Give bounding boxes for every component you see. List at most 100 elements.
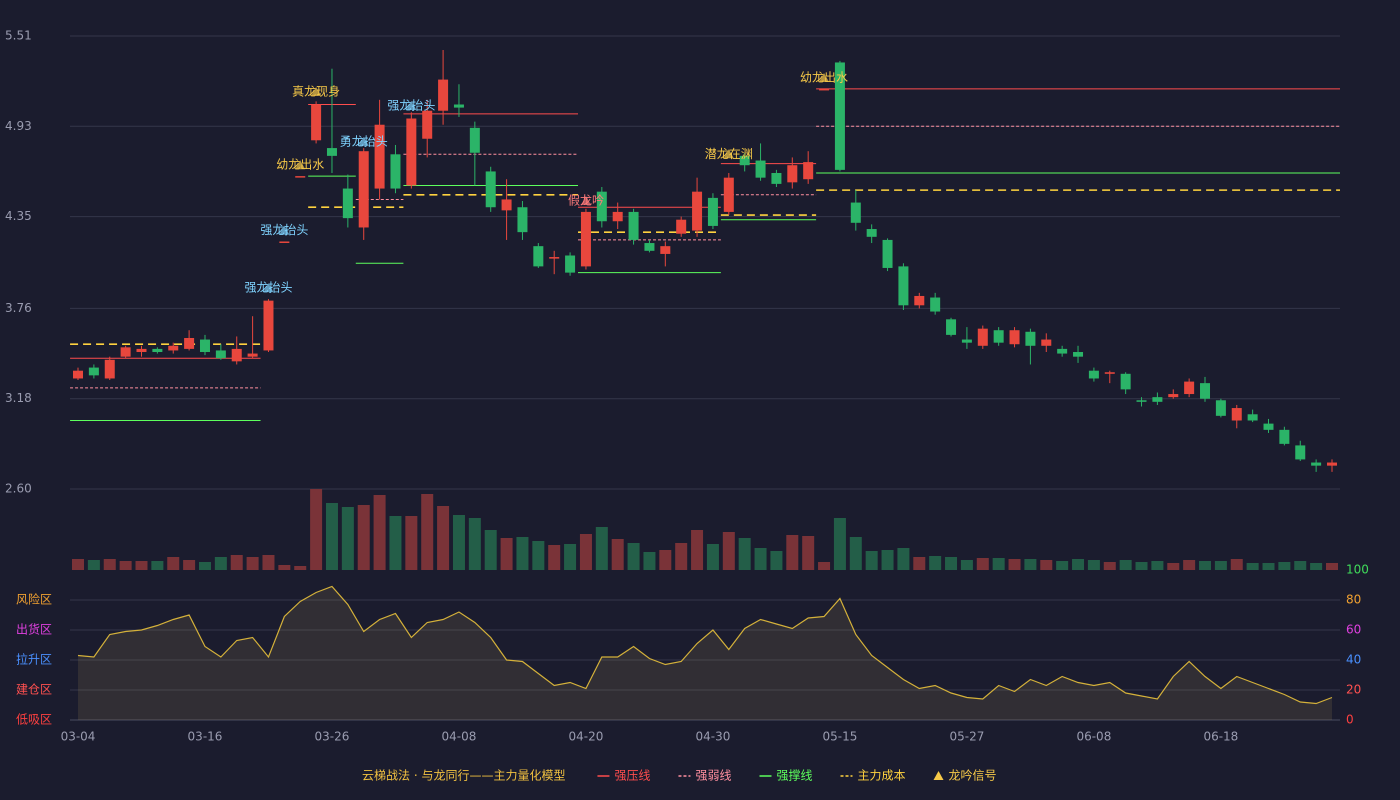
candle-body: [755, 160, 766, 178]
volume-bar: [992, 558, 1005, 570]
candle-body: [374, 124, 385, 189]
signal-label: 幼龙出水: [800, 71, 848, 85]
legend-swatch: [933, 771, 944, 780]
volume-bar: [230, 555, 243, 570]
legend-label: 强压线: [614, 769, 650, 783]
candle-body: [1104, 372, 1115, 374]
candle-body: [1247, 414, 1258, 421]
oscillator-line: [77, 585, 1333, 705]
volume-bar: [135, 561, 148, 570]
candle-body: [850, 202, 861, 223]
volume-bar: [1246, 563, 1259, 570]
candle-body: [136, 348, 147, 353]
y2-tick-label: 40: [1346, 653, 1361, 667]
volume-bar: [1008, 559, 1021, 570]
volume-bar: [627, 543, 640, 570]
candle-body: [898, 266, 909, 306]
candle-body: [422, 110, 433, 139]
candle-body: [311, 104, 322, 141]
candle-body: [596, 191, 607, 222]
x-tick-label: 05-27: [949, 730, 984, 744]
candle-body: [485, 171, 496, 208]
y-tick-label: 4.35: [5, 209, 32, 223]
y2-tick-label: 20: [1346, 683, 1361, 697]
candle-body: [199, 339, 210, 353]
volume-bar: [1294, 561, 1307, 570]
signal-label: 强龙抬头: [244, 281, 292, 295]
volume-bar: [421, 494, 434, 570]
zone-label: 低吸区: [16, 713, 52, 727]
candle-body: [1073, 352, 1084, 357]
volume-bar: [484, 530, 497, 570]
y2-tick-label: 0: [1346, 713, 1354, 727]
x-tick-label: 04-08: [442, 730, 477, 744]
volume-bar: [1072, 559, 1085, 570]
volume-bar: [976, 558, 989, 570]
volume-bar: [437, 506, 450, 570]
zone-label: 拉升区: [16, 652, 52, 667]
volume-bar: [659, 550, 672, 570]
x-tick-label: 04-20: [569, 730, 604, 744]
candle-body: [1152, 397, 1163, 402]
volume-bar: [1040, 560, 1053, 570]
volume-bar: [1167, 563, 1180, 570]
candle-body: [104, 359, 115, 379]
candle-body: [73, 370, 83, 379]
volume-bar: [119, 561, 132, 570]
volume-bar: [468, 518, 481, 570]
candle-body: [914, 295, 925, 306]
volume-bar: [754, 548, 767, 570]
signal-label: 幼龙出水: [276, 158, 324, 172]
volume-bar: [960, 560, 973, 570]
candle-body: [771, 172, 782, 184]
signal-label: 潜龙在渊: [705, 147, 753, 161]
volume-bar: [881, 550, 894, 570]
volume-bar: [833, 518, 846, 570]
candle-body: [1215, 400, 1226, 416]
candle-body: [247, 353, 258, 357]
volume-bar: [1056, 561, 1069, 570]
volume-bar: [1214, 561, 1227, 570]
volume-bar: [722, 532, 735, 570]
candle-body: [787, 165, 798, 183]
volume-bar: [198, 562, 211, 570]
volume-bar: [183, 560, 196, 570]
candle-body: [231, 348, 242, 362]
signal-label: 强龙抬头: [387, 99, 435, 113]
volume-bar: [913, 557, 926, 570]
candle-body: [453, 104, 464, 108]
signal-marker: [311, 87, 322, 97]
x-tick-label: 06-18: [1203, 730, 1238, 744]
legend-label: 主力成本: [858, 769, 906, 783]
volume-bar: [818, 562, 831, 570]
y-tick-label: 2.60: [5, 482, 32, 496]
candle-body: [644, 243, 655, 251]
candle-body: [930, 297, 941, 312]
volume-bar: [770, 551, 783, 570]
candle-body: [533, 246, 544, 267]
volume-bar: [691, 530, 704, 570]
volume-bar: [1087, 560, 1100, 570]
volume-bar: [1326, 563, 1338, 570]
zone-label: 风险区: [16, 592, 52, 607]
volume-bar: [1199, 561, 1212, 570]
volume-bar: [151, 561, 164, 570]
candle-body: [88, 367, 99, 376]
volume-bar: [389, 516, 402, 570]
candle-body: [120, 347, 131, 357]
candle-body: [1184, 381, 1195, 395]
candle-body: [580, 211, 591, 267]
volume-bar: [452, 515, 465, 570]
volume-bar: [214, 557, 227, 570]
volume-bar: [262, 555, 275, 570]
candle-body: [676, 219, 687, 234]
candle-body: [517, 207, 528, 233]
volume-bar: [357, 505, 370, 570]
volume-bar: [405, 516, 418, 570]
volume-bar: [706, 544, 719, 570]
volume-bar: [945, 557, 958, 570]
y2-tick-label: 60: [1346, 623, 1361, 637]
signal-marker: [279, 225, 290, 235]
volume-bar: [802, 536, 815, 570]
